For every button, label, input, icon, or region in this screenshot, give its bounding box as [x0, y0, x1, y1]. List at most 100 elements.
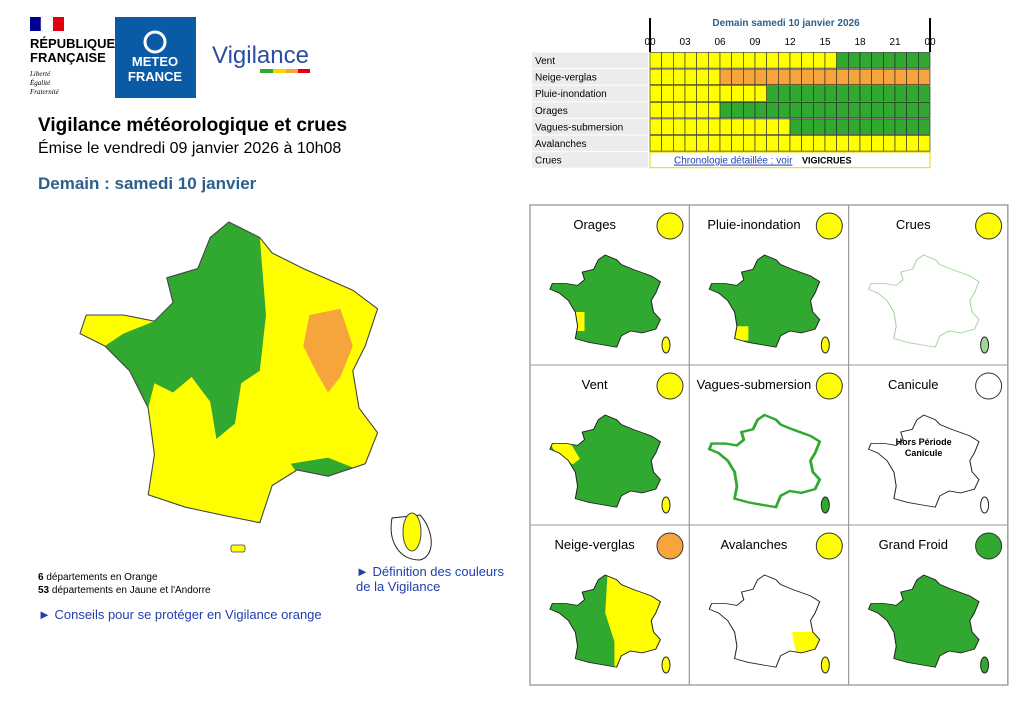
hour-cell	[649, 102, 662, 119]
hour-cell	[883, 102, 896, 119]
hour-cell	[673, 118, 686, 135]
hour-cell	[906, 52, 919, 69]
alert-zone	[550, 443, 580, 465]
hour-cell	[894, 68, 907, 85]
hour-cell	[918, 85, 931, 102]
hour-cell	[789, 118, 802, 135]
definition-link[interactable]: de la Vigilance	[356, 579, 440, 594]
hour-cell	[649, 135, 662, 152]
hour-cell	[801, 85, 814, 102]
hour-cell	[789, 52, 802, 69]
hour-cell	[813, 102, 826, 119]
row-label: Avalanches	[535, 139, 587, 150]
hour-cell	[649, 85, 662, 102]
panel-icon	[975, 372, 1003, 400]
hazard-panel[interactable]: Grand Froid	[848, 524, 1009, 686]
hour-cell	[696, 68, 709, 85]
hour-cell	[743, 135, 756, 152]
row-label: Vent	[535, 56, 555, 67]
row-label-bg	[532, 85, 648, 102]
hour-cell	[801, 68, 814, 85]
hour-cell	[789, 85, 802, 102]
hazard-panels: Orages Pluie-inondation Crues Vent Vagues-su…	[529, 204, 1009, 686]
hour-cell	[836, 85, 849, 102]
hour-cell	[871, 85, 884, 102]
mini-corsica	[980, 336, 990, 354]
advice-link[interactable]: ► Conseils pour se protéger en Vigilance…	[38, 607, 322, 622]
panel-title: Pluie-inondation	[707, 217, 800, 232]
hour-cell	[848, 85, 861, 102]
hour-cell	[661, 102, 674, 119]
hour-cell	[754, 102, 767, 119]
hour-cell	[906, 68, 919, 85]
hour-cell	[836, 135, 849, 152]
hour-label: 09	[749, 37, 761, 48]
panel-cell	[848, 524, 1009, 686]
count: 53	[38, 585, 50, 596]
hour-cell	[696, 85, 709, 102]
hour-cell	[859, 135, 872, 152]
panel-title: Vent	[582, 377, 608, 392]
panel-icon	[656, 532, 684, 560]
hour-label: 18	[854, 37, 866, 48]
row-label-bg	[532, 102, 648, 118]
hour-cell	[836, 68, 849, 85]
mini-corsica	[661, 336, 671, 354]
count-text: départements en Orange	[46, 572, 158, 583]
hour-cell	[918, 102, 931, 119]
main-map[interactable]	[78, 220, 380, 525]
crues-link[interactable]: Chronologie détaillée : voir	[674, 156, 793, 167]
panel-title: Neige-verglas	[555, 537, 636, 552]
hour-cell	[708, 85, 721, 102]
hour-cell	[719, 52, 732, 69]
hazard-panel[interactable]: Neige-verglas	[529, 524, 690, 686]
hour-label: 15	[819, 37, 831, 48]
hour-cell	[696, 102, 709, 119]
panel-title: Canicule	[888, 377, 939, 392]
hour-cell	[894, 85, 907, 102]
row-label-bg	[532, 152, 648, 168]
hour-cell	[801, 118, 814, 135]
hour-cell	[824, 85, 837, 102]
vigicrues-logo: VIGICRUES	[802, 156, 852, 166]
hour-label: 21	[889, 37, 901, 48]
hour-cell	[754, 85, 767, 102]
hour-cell	[754, 52, 767, 69]
hour-cell	[743, 68, 756, 85]
mini-map	[708, 254, 821, 348]
hour-cell	[766, 85, 779, 102]
hour-label: 06	[714, 37, 726, 48]
panel-icon	[656, 212, 684, 240]
hour-cell	[684, 135, 697, 152]
hour-cell	[731, 135, 744, 152]
hour-cell	[661, 52, 674, 69]
hour-cell	[871, 102, 884, 119]
hour-cell	[731, 52, 744, 69]
row-label: Pluie-inondation	[535, 89, 607, 100]
hour-cell	[848, 135, 861, 152]
hour-cell	[813, 118, 826, 135]
hour-cell	[918, 135, 931, 152]
row-label-bg	[532, 135, 648, 152]
hour-cell	[673, 135, 686, 152]
hour-cell	[719, 68, 732, 85]
hour-cell	[708, 118, 721, 135]
mini-corsica	[820, 336, 830, 354]
hour-cell	[743, 85, 756, 102]
hour-cell	[673, 68, 686, 85]
mini-corsica	[820, 656, 830, 674]
definition-link[interactable]: ► Définition des couleurs	[356, 564, 504, 579]
hour-cell	[778, 135, 791, 152]
hour-cell	[789, 68, 802, 85]
panel-icon	[975, 212, 1003, 240]
hour-cell	[871, 68, 884, 85]
mini-corsica	[820, 496, 830, 514]
panel-title: Orages	[573, 217, 616, 232]
count-text: départements en Jaune et l'Andorre	[52, 585, 211, 596]
hour-cell	[661, 118, 674, 135]
motto: Fraternité	[29, 88, 60, 96]
hour-cell	[743, 52, 756, 69]
republic-line: FRANÇAISE	[30, 50, 106, 65]
summary: 6 départements en Orange 53 départements …	[38, 572, 211, 596]
vigilance-logo: Vigilance	[212, 42, 310, 73]
